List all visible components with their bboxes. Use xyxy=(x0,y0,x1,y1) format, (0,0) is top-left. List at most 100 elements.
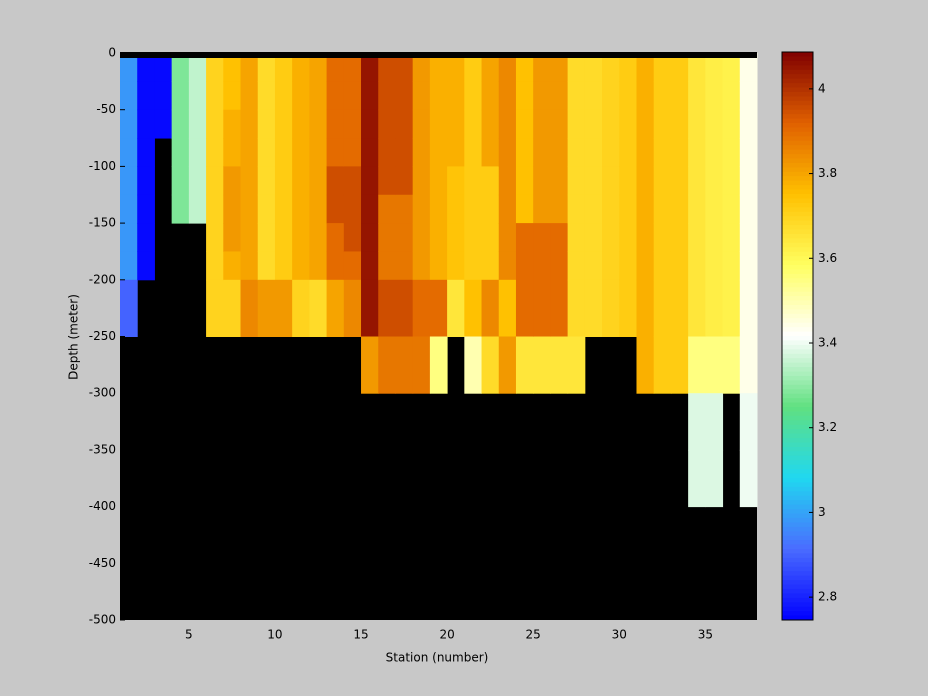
colorbar-swatch xyxy=(782,83,813,88)
colorbar-swatch xyxy=(782,167,813,173)
heatmap-cell xyxy=(120,53,138,82)
colorbar-swatch xyxy=(782,371,813,377)
colorbar-swatch xyxy=(782,225,813,230)
heatmap-cell xyxy=(653,194,672,224)
x-tick-label: 15 xyxy=(353,628,368,642)
heatmap-cell xyxy=(412,81,431,111)
heatmap-cell xyxy=(567,53,586,82)
colorbar-swatch xyxy=(782,491,813,497)
heatmap-cell xyxy=(447,81,465,111)
heatmap-cell xyxy=(171,81,190,111)
colorbar-swatch xyxy=(782,256,813,262)
heatmap-cell xyxy=(326,251,345,281)
colorbar-swatch xyxy=(782,593,813,599)
colorbar-swatch xyxy=(782,389,813,395)
x-tick-label: 30 xyxy=(612,628,627,642)
colorbar-swatch xyxy=(782,198,813,204)
heatmap-cell xyxy=(343,279,362,337)
heatmap-cell xyxy=(206,109,224,139)
heatmap-cell xyxy=(670,336,689,394)
heatmap-cell xyxy=(326,109,345,139)
colorbar-swatch xyxy=(782,362,813,368)
y-tick-label: -100 xyxy=(89,159,116,173)
heatmap-cell xyxy=(481,53,500,82)
heatmap-cell xyxy=(326,223,345,252)
colorbar-frame xyxy=(781,51,814,621)
colorbar-swatch xyxy=(782,304,813,310)
colorbar-swatch xyxy=(782,424,813,430)
heatmap-cell xyxy=(619,194,637,224)
colorbar-swatch xyxy=(782,65,813,71)
colorbar-swatch xyxy=(782,531,813,537)
heatmap-cell xyxy=(515,251,534,281)
heatmap-cell xyxy=(722,223,741,252)
colorbar-swatch xyxy=(782,158,813,164)
colorbar-swatch xyxy=(782,327,813,333)
heatmap-cell xyxy=(447,251,465,281)
heatmap-cell xyxy=(257,166,276,196)
heatmap-cell xyxy=(602,81,620,111)
heatmap-cell xyxy=(636,138,655,167)
heatmap-cell xyxy=(464,279,483,337)
heatmap-cell xyxy=(705,223,724,252)
heatmap-cell xyxy=(550,251,569,281)
colorbar-swatch xyxy=(782,580,813,585)
heatmap-cell xyxy=(533,279,551,337)
heatmap-cell xyxy=(688,223,706,252)
heatmap-cell xyxy=(412,53,431,82)
colorbar-swatch xyxy=(782,562,813,568)
heatmap-cell xyxy=(171,194,190,224)
heatmap-cell xyxy=(567,166,586,196)
colorbar-swatch xyxy=(782,407,813,412)
heatmap-cell xyxy=(412,109,431,139)
heatmap-cell xyxy=(550,194,569,224)
heatmap-cell xyxy=(619,279,637,337)
heatmap-cell xyxy=(361,138,379,167)
heatmap-cell xyxy=(429,53,448,82)
heatmap-cell xyxy=(361,279,379,337)
heatmap-cell xyxy=(326,194,345,224)
colorbar-swatch xyxy=(782,194,813,199)
heatmap-cell xyxy=(498,223,517,252)
heatmap-cell xyxy=(705,138,724,167)
heatmap-cell xyxy=(206,194,224,224)
heatmap-cell xyxy=(309,251,328,281)
colorbar-swatch xyxy=(782,544,813,550)
x-tick-label: 35 xyxy=(698,628,713,642)
colorbar-swatch xyxy=(782,189,813,195)
heatmap-cell xyxy=(498,194,517,224)
heatmap-cell xyxy=(515,223,534,252)
heatmap-cell xyxy=(188,194,207,224)
heatmap-cell xyxy=(206,166,224,196)
heatmap-cell xyxy=(705,109,724,139)
colorbar-swatch xyxy=(782,584,813,590)
y-tick-label: -50 xyxy=(96,102,116,116)
colorbar-swatch xyxy=(782,318,813,324)
heatmap-cell xyxy=(653,251,672,281)
heatmap-cell xyxy=(292,53,310,82)
heatmap-cell xyxy=(240,109,259,139)
heatmap-cell xyxy=(533,223,551,252)
heatmap-cell xyxy=(584,251,603,281)
colorbar-tick-label: 3.6 xyxy=(818,251,837,265)
heatmap-cell xyxy=(447,109,465,139)
heatmap-cell xyxy=(412,166,431,196)
heatmap-cell xyxy=(688,109,706,139)
heatmap-cell xyxy=(705,166,724,196)
heatmap-cell xyxy=(688,336,706,394)
heatmap-cell xyxy=(464,166,483,196)
heatmap-cell xyxy=(722,138,741,167)
heatmap-cell xyxy=(515,109,534,139)
colorbar-swatch xyxy=(782,207,813,213)
heatmap-cell xyxy=(137,251,155,281)
heatmap-cell xyxy=(498,53,517,82)
heatmap-cell xyxy=(567,138,586,167)
heatmap-cell xyxy=(223,109,242,139)
colorbar-swatch xyxy=(782,202,813,208)
colorbar-swatch xyxy=(782,105,813,111)
colorbar-swatch xyxy=(782,611,813,617)
heatmap-cell xyxy=(429,166,448,196)
heatmap-cell xyxy=(429,223,448,252)
colorbar-swatch xyxy=(782,464,813,470)
